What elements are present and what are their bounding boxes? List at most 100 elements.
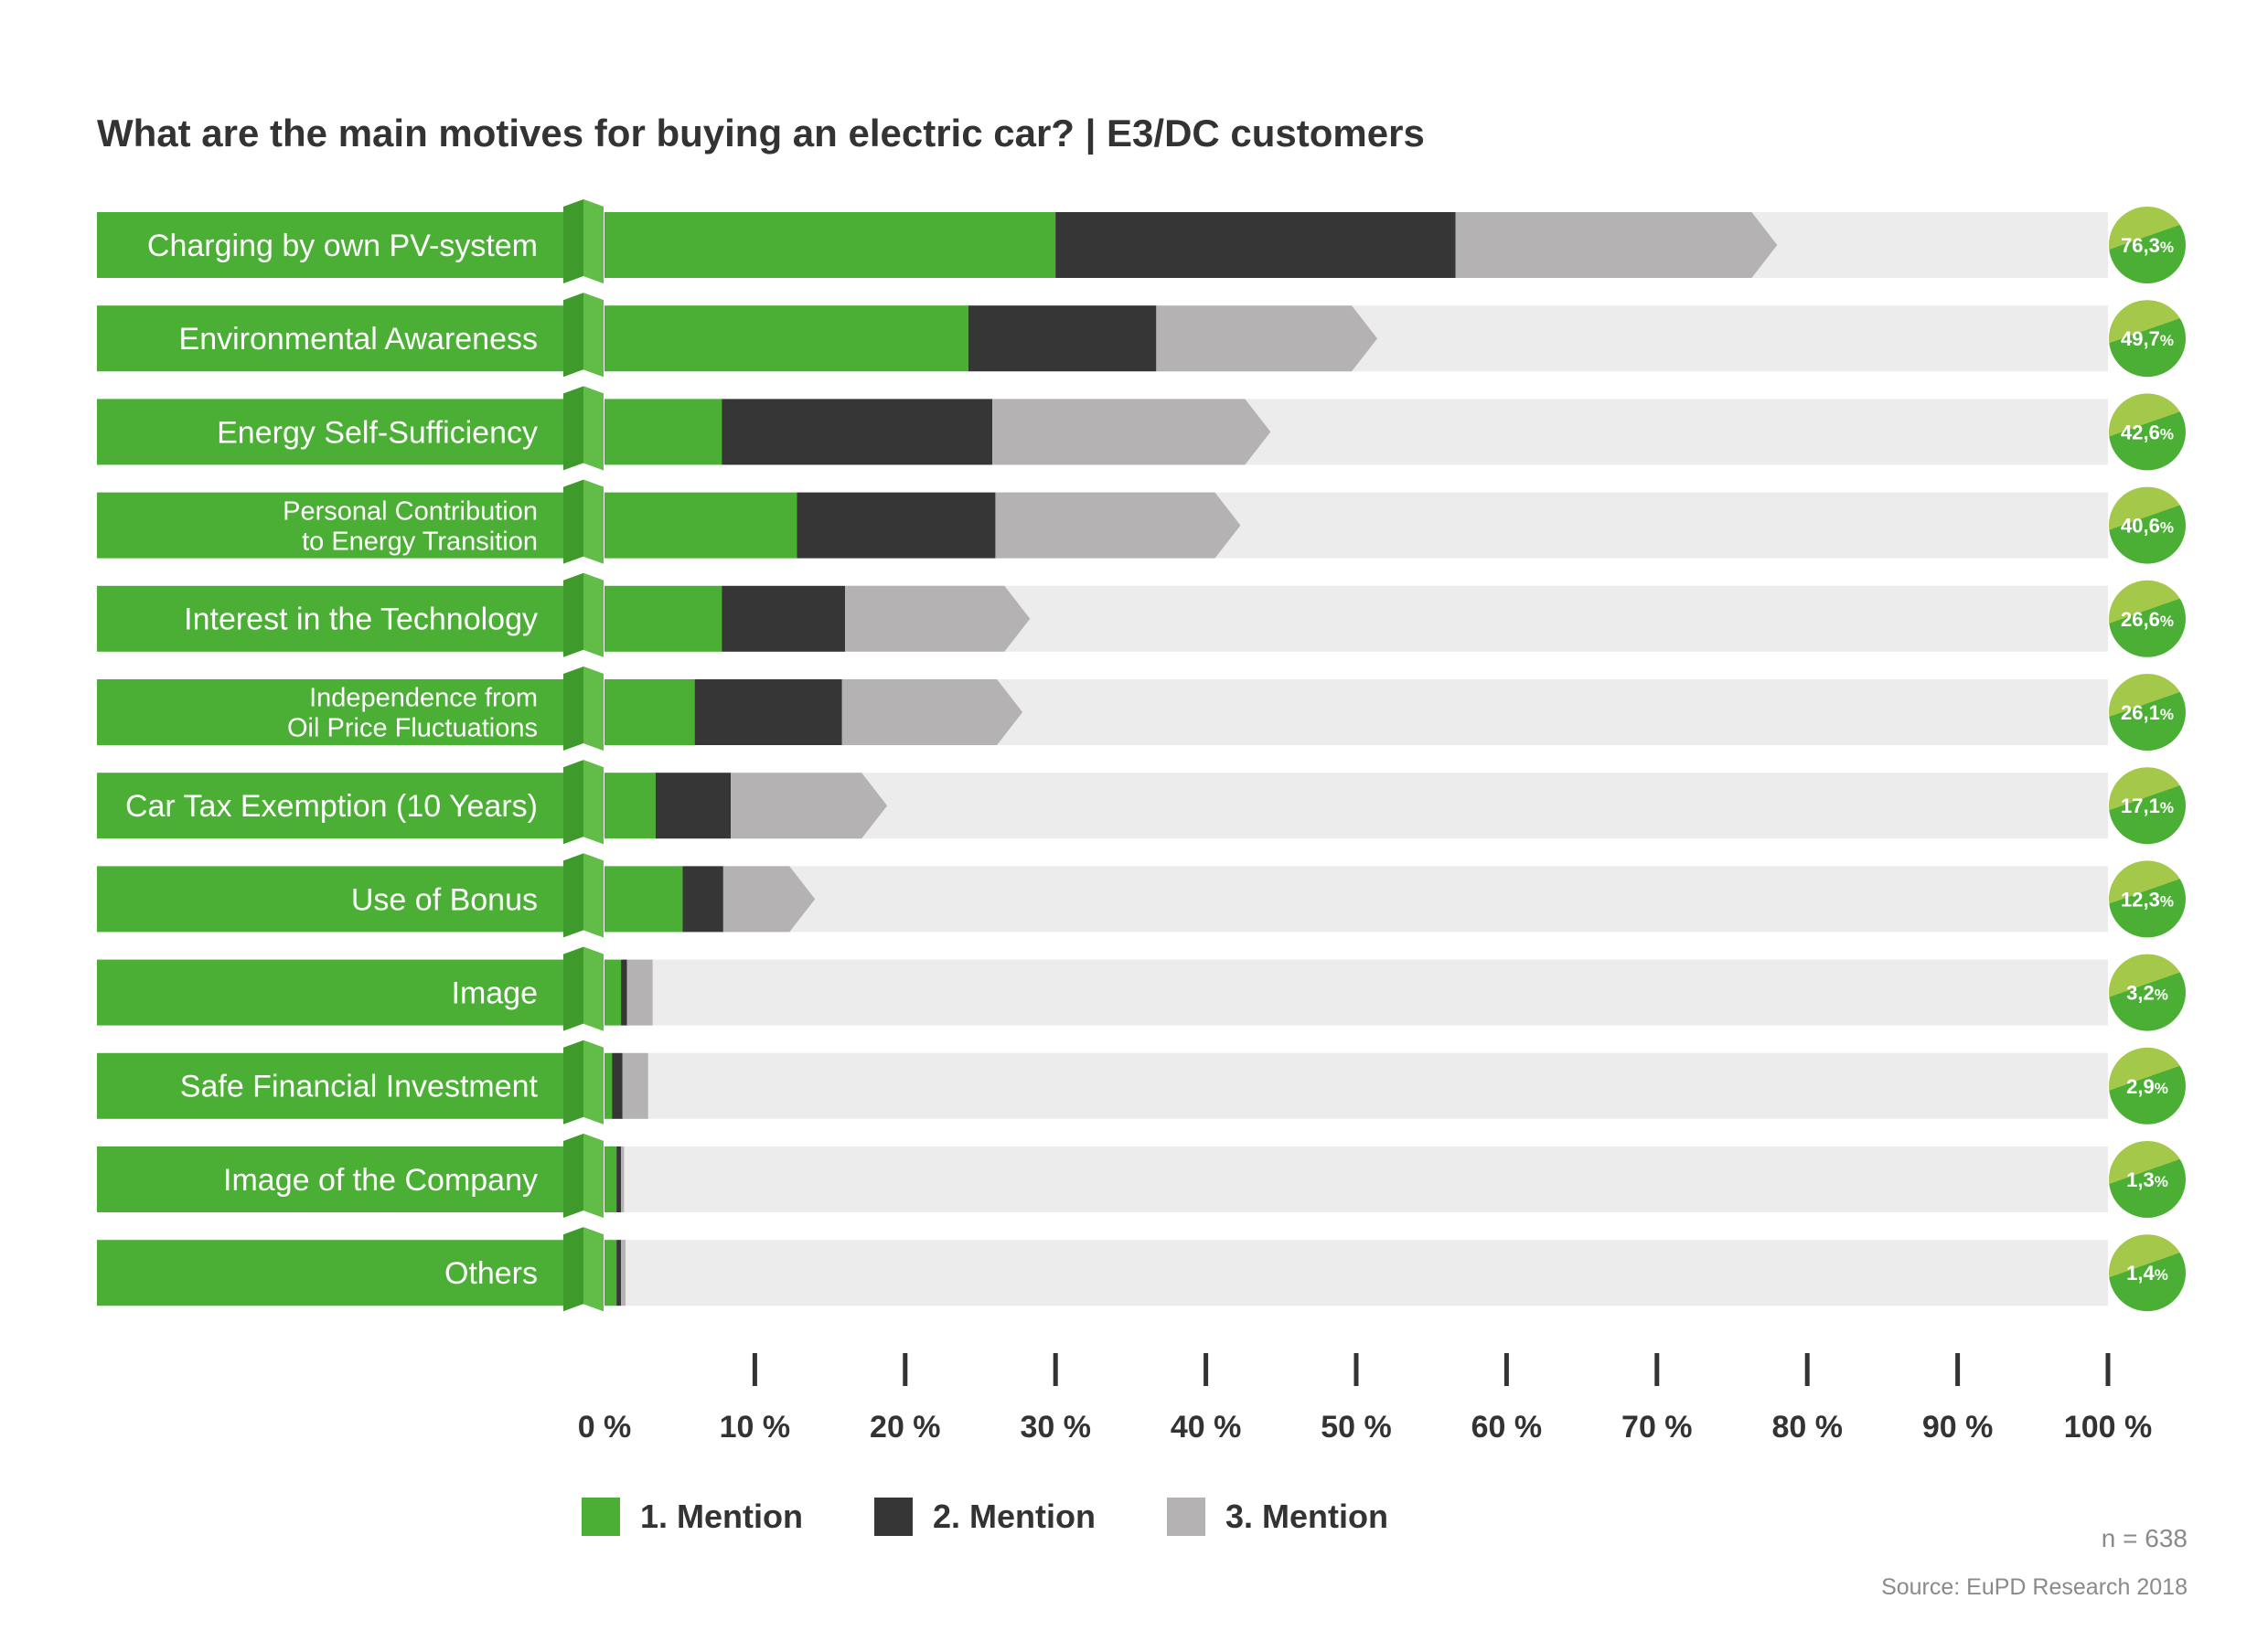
label-fold-highlight [583, 760, 604, 845]
total-value: 12,3% [2121, 888, 2174, 911]
bar-track [604, 959, 2108, 1026]
sample-size-note: n = 638 [2101, 1524, 2188, 1552]
label-fold-highlight [583, 1227, 604, 1312]
total-badge [2109, 207, 2186, 283]
x-tick-label: 0 % [578, 1410, 632, 1445]
label-fold-highlight [583, 1040, 604, 1125]
bar-segment-mention-3 [845, 585, 1031, 652]
category-label: Charging by own PV-system [147, 229, 538, 263]
x-tick-label: 50 % [1321, 1410, 1392, 1445]
bar-segment-mention-3 [995, 492, 1241, 559]
legend-item-first-mention: 1. Mention [582, 1498, 803, 1536]
bar-segment-mention-1 [604, 492, 797, 559]
category-label: Safe Financial Investment [180, 1070, 539, 1104]
category-label: Others [444, 1256, 538, 1291]
legend-label-first-mention: 1. Mention [640, 1498, 803, 1535]
x-tick-label: 20 % [870, 1410, 941, 1445]
bar-segment-mention-3 [626, 959, 653, 1026]
label-fold-highlight [583, 853, 604, 938]
category-label-band [97, 1146, 563, 1212]
bar-track [604, 1146, 2108, 1212]
bar-segment-mention-2 [655, 773, 732, 839]
bar-segment-mention-1 [604, 399, 722, 465]
category-label: Energy Self-Sufficiency [217, 415, 538, 450]
bar-segment-mention-2 [616, 1146, 622, 1212]
total-badge [2109, 580, 2186, 657]
total-badge [2109, 393, 2186, 471]
bar-segment-mention-3 [621, 1146, 625, 1212]
category-label-band [97, 866, 563, 933]
bar-segment-mention-2 [621, 959, 627, 1026]
total-badge [2109, 860, 2186, 938]
bar-segment-mention-1 [604, 866, 683, 933]
bar-segment-mention-2 [797, 492, 996, 559]
bar-segment-mention-1 [604, 212, 1056, 278]
bar-segment-mention-3 [622, 1052, 648, 1119]
chart-title: What are the main motives for buying an … [97, 112, 1425, 155]
category-label: Use of Bonus [351, 882, 538, 917]
bar-segment-mention-1 [604, 679, 695, 745]
category-label-band [97, 1052, 563, 1119]
total-value: 26,6% [2121, 608, 2174, 631]
category-label-band [97, 1240, 563, 1306]
total-badge [2109, 954, 2186, 1031]
legend-item-third-mention: 3. Mention [1167, 1498, 1388, 1536]
total-value: 1,3% [2126, 1168, 2168, 1191]
legend-label-third-mention: 3. Mention [1225, 1498, 1388, 1535]
legend-label-second-mention: 2. Mention [933, 1498, 1096, 1535]
total-badge [2109, 1141, 2186, 1218]
x-tick-label: 40 % [1171, 1410, 1242, 1445]
bar-track [604, 866, 2108, 933]
category-label-band [97, 679, 563, 745]
x-tick-label: 30 % [1020, 1410, 1091, 1445]
category-label-band [97, 399, 563, 465]
total-value: 40,6% [2121, 515, 2174, 538]
label-fold-highlight [583, 666, 604, 751]
bar-segment-mention-1 [604, 773, 656, 839]
bar-segment-mention-2 [968, 305, 1157, 372]
total-value: 1,4% [2126, 1262, 2168, 1285]
x-tick-label: 10 % [720, 1410, 791, 1445]
total-value: 42,6% [2121, 421, 2174, 443]
bar-segment-mention-2 [616, 1240, 622, 1306]
category-label: Image [452, 976, 539, 1011]
bar-segment-mention-3 [1455, 212, 1778, 278]
legend-swatch-third-mention [1167, 1498, 1205, 1536]
total-value: 17,1% [2121, 794, 2174, 817]
x-tick-label: 100 % [2064, 1410, 2152, 1445]
label-fold-highlight [583, 199, 604, 283]
category-label: Oil Price Fluctuations [287, 714, 538, 743]
bar-segment-mention-1 [604, 959, 622, 1026]
total-value: 76,3% [2121, 234, 2174, 257]
bar-segment-mention-1 [604, 1146, 617, 1212]
label-fold-highlight [583, 293, 604, 378]
source-note: Source: EuPD Research 2018 [1881, 1574, 2188, 1600]
bar-segment-mention-3 [992, 399, 1271, 465]
x-tick-label: 60 % [1471, 1410, 1543, 1445]
category-label-band [97, 305, 563, 372]
total-value: 49,7% [2121, 327, 2174, 350]
total-badge [2109, 486, 2186, 564]
category-label: Car Tax Exemption (10 Years) [125, 789, 538, 824]
total-value: 2,9% [2126, 1075, 2168, 1098]
label-fold-highlight [583, 572, 604, 657]
category-label: Image of the Company [223, 1163, 538, 1198]
label-fold-highlight [583, 386, 604, 471]
category-label-band [97, 492, 563, 559]
total-badge [2109, 1047, 2186, 1125]
legend: 1. Mention 2. Mention 3. Mention [582, 1498, 1388, 1536]
bar-segment-mention-3 [621, 1240, 626, 1306]
label-fold-highlight [583, 946, 604, 1031]
bar-segment-mention-1 [604, 1240, 617, 1306]
bar-segment-mention-2 [682, 866, 723, 933]
bar-segment-mention-3 [722, 866, 816, 933]
total-badge [2109, 767, 2186, 845]
label-fold-highlight [583, 479, 604, 564]
x-tick-label: 80 % [1771, 1410, 1843, 1445]
legend-swatch-first-mention [582, 1498, 620, 1536]
total-value: 26,1% [2121, 701, 2174, 724]
bar-track [604, 1052, 2108, 1119]
label-fold-highlight [583, 1134, 604, 1218]
total-badge [2109, 1234, 2186, 1312]
